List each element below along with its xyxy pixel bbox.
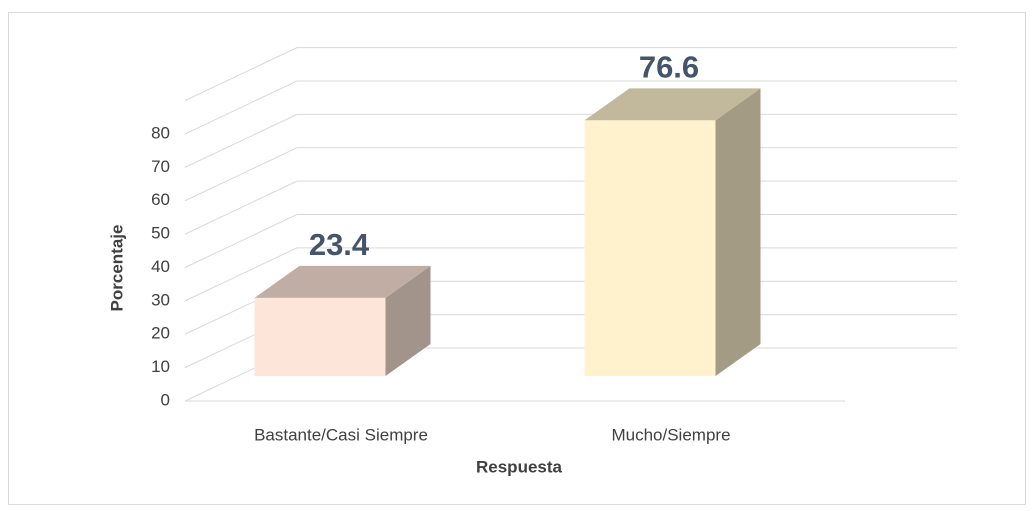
grid-line — [184, 80, 298, 135]
grid-line — [184, 113, 298, 168]
bar-top — [254, 265, 431, 298]
chart-border — [8, 12, 1026, 505]
y-tick-label: 40 — [151, 257, 170, 276]
bar-top — [584, 88, 761, 121]
data-label: 76.6 — [639, 50, 699, 85]
y-tick-label: 50 — [151, 224, 170, 243]
y-tick-label: 60 — [151, 190, 170, 209]
x-axis-title: Respuesta — [476, 457, 563, 476]
grid-line — [184, 247, 298, 302]
y-tick-label: 70 — [151, 157, 170, 176]
y-tick-label: 80 — [151, 123, 170, 142]
x-tick-label: Mucho/Siempre — [611, 425, 730, 444]
y-tick-label: 30 — [151, 290, 170, 309]
bar — [584, 120, 716, 376]
grid-line — [184, 147, 298, 202]
y-tick-label: 20 — [151, 324, 170, 343]
grid-line — [184, 214, 298, 268]
x-tick-label: Bastante/Casi Siempre — [254, 425, 428, 444]
bar-side — [715, 88, 761, 376]
data-label: 23.4 — [309, 227, 370, 262]
y-tick-label: 10 — [151, 357, 170, 376]
grid-line — [184, 180, 298, 235]
grid-line — [184, 47, 298, 102]
bar-side — [385, 265, 431, 376]
y-axis-title: Porcentaje — [107, 225, 126, 312]
bar — [254, 297, 386, 376]
y-tick-label: 0 — [161, 390, 170, 409]
